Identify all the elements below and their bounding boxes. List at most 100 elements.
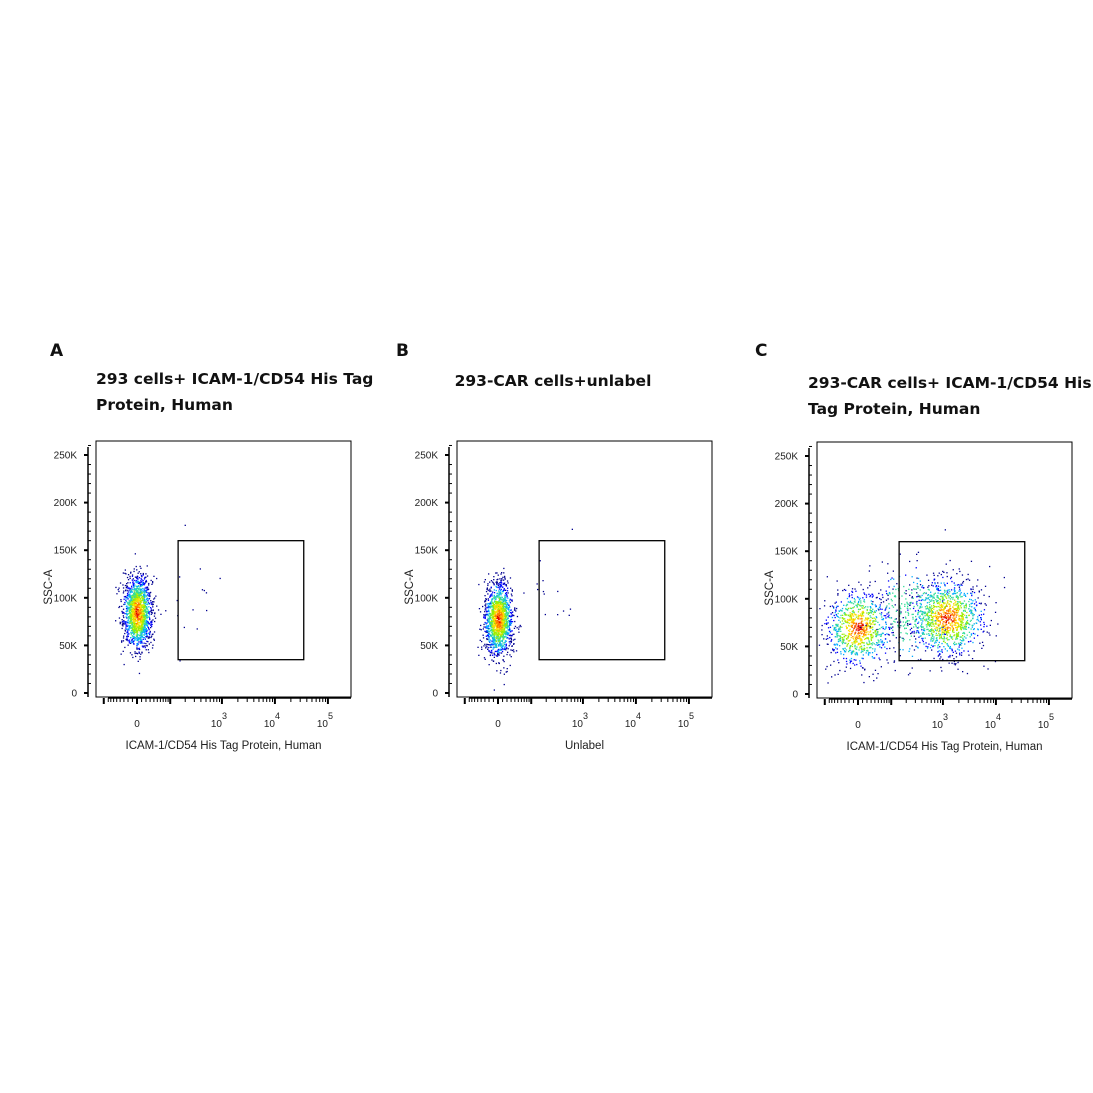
event-dot	[957, 633, 959, 635]
event-dot	[494, 643, 497, 645]
event-dot	[151, 604, 154, 606]
event-dot	[861, 605, 863, 607]
event-dot	[138, 652, 140, 654]
event-dot	[960, 605, 962, 607]
event-dot	[946, 633, 948, 635]
event-dot	[921, 637, 923, 640]
event-dot	[857, 597, 860, 599]
event-dot	[128, 617, 130, 619]
event-dot	[956, 609, 958, 612]
event-dot	[849, 662, 851, 664]
event-dot	[498, 593, 500, 595]
event-dot	[505, 616, 507, 618]
event-dot	[945, 603, 948, 605]
event-dot	[833, 649, 835, 651]
event-dot	[950, 637, 953, 639]
event-dot	[142, 583, 144, 585]
event-dot	[874, 580, 876, 583]
event-dot	[853, 638, 855, 640]
event-dot	[856, 641, 858, 643]
event-dot	[542, 590, 545, 593]
event-dot	[927, 646, 929, 648]
event-dot	[975, 601, 977, 603]
event-dot	[509, 654, 511, 656]
event-dot	[970, 560, 973, 562]
event-dot	[935, 621, 937, 623]
event-dot	[135, 655, 137, 658]
event-dot	[505, 585, 508, 587]
event-dot	[495, 637, 497, 639]
event-dot	[135, 599, 137, 601]
event-dot	[939, 610, 941, 612]
event-dot	[868, 676, 870, 678]
event-dot	[146, 630, 148, 632]
event-dot	[130, 618, 132, 620]
event-dot	[479, 628, 481, 630]
event-dot	[848, 630, 851, 632]
event-dot	[125, 573, 127, 575]
event-dot	[136, 621, 139, 623]
event-dot	[920, 658, 922, 660]
event-dot	[500, 602, 502, 604]
event-dot	[136, 645, 138, 647]
event-dot	[879, 612, 881, 615]
event-dot	[495, 585, 497, 587]
event-dot	[850, 625, 852, 627]
event-dot	[826, 665, 828, 668]
event-dot	[933, 608, 935, 610]
event-dot	[865, 596, 868, 598]
event-dot	[135, 590, 137, 592]
event-dot	[145, 614, 147, 616]
event-dot	[951, 654, 954, 657]
event-dot	[859, 637, 861, 639]
event-dot	[126, 622, 128, 624]
event-dot	[137, 642, 139, 645]
event-dot	[125, 598, 127, 600]
event-dot	[830, 664, 832, 666]
event-dot	[500, 630, 502, 632]
event-dot	[151, 612, 154, 614]
event-dot	[860, 622, 862, 624]
event-dot	[124, 629, 126, 631]
event-dot	[498, 615, 500, 617]
event-dot	[871, 644, 873, 646]
event-dot	[955, 643, 958, 645]
event-dot	[870, 616, 872, 619]
event-dot	[941, 627, 943, 630]
event-dot	[495, 628, 497, 630]
event-dot	[848, 596, 850, 598]
event-dot	[502, 622, 504, 624]
event-dot	[127, 619, 129, 621]
event-dot	[506, 590, 509, 592]
event-dot	[131, 641, 133, 644]
event-dot	[499, 608, 501, 610]
event-dot	[512, 649, 515, 651]
event-dot	[941, 601, 944, 603]
event-dot	[509, 606, 511, 608]
event-dot	[937, 620, 939, 622]
event-dot	[930, 622, 932, 624]
event-dot	[495, 626, 497, 628]
event-dot	[945, 605, 947, 607]
event-dot	[145, 581, 148, 583]
event-dot	[506, 611, 508, 613]
event-dot	[929, 599, 931, 601]
event-dot	[139, 642, 141, 644]
event-dot	[854, 626, 856, 628]
event-dot	[133, 601, 135, 604]
event-dot	[133, 615, 135, 617]
event-dot	[144, 601, 146, 603]
event-dot	[961, 612, 963, 614]
event-dot	[489, 621, 491, 624]
event-dot	[128, 606, 131, 608]
event-dot	[916, 600, 918, 603]
event-dot	[864, 625, 866, 627]
event-dot	[989, 634, 991, 636]
event-dot	[877, 621, 879, 623]
event-dot	[859, 660, 861, 662]
event-dot	[141, 641, 143, 643]
event-dot	[496, 655, 499, 657]
event-dot	[508, 604, 510, 606]
event-dot	[882, 619, 884, 621]
event-dot	[136, 644, 139, 646]
